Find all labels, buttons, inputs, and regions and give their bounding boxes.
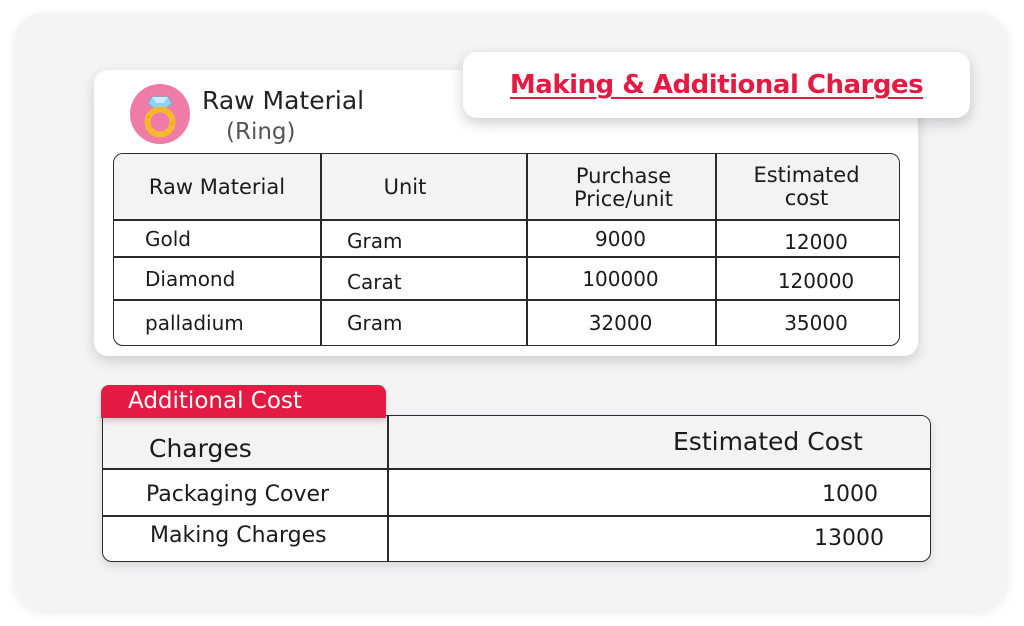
- header-charges: Charges: [149, 434, 252, 463]
- header-raw-material: Raw Material: [148, 175, 286, 199]
- cell-estimated: 12000: [784, 230, 848, 254]
- raw-material-subtitle: (Ring): [226, 119, 296, 145]
- cell-material: Gold: [145, 227, 191, 251]
- cell-unit: Carat: [347, 270, 402, 294]
- row-divider: [114, 256, 899, 258]
- cell-charge: Making Charges: [150, 523, 327, 548]
- header-unit: Unit: [383, 175, 427, 199]
- column-divider: [387, 416, 389, 561]
- cell-charge: Packaging Cover: [146, 482, 330, 507]
- column-divider: [526, 154, 528, 345]
- table-header-background: [114, 154, 899, 219]
- additional-cost-label[interactable]: Additional Cost: [128, 388, 302, 414]
- cell-estimated: 35000: [784, 311, 848, 335]
- cell-unit: Gram: [347, 311, 403, 335]
- cell-cost: 1000: [822, 482, 878, 507]
- raw-material-title: Raw Material: [202, 86, 365, 115]
- making-charges-title[interactable]: Making & Additional Charges: [509, 70, 924, 100]
- row-divider: [103, 468, 930, 470]
- cell-material: palladium: [145, 311, 244, 335]
- cell-unit: Gram: [347, 229, 403, 253]
- additional-cost-table: Charges Estimated Cost Packaging Cover 1…: [102, 415, 931, 562]
- table-header-background: [103, 416, 930, 468]
- cell-price: 100000: [582, 267, 659, 291]
- additional-cost-tab[interactable]: Additional Cost: [101, 385, 386, 418]
- column-divider: [320, 154, 322, 345]
- ring-icon: [130, 84, 190, 144]
- row-divider: [114, 299, 899, 301]
- raw-material-table: Raw Material Unit Purchase Price/unit Es…: [113, 153, 900, 346]
- header-estimated-cost: Estimated cost: [753, 163, 860, 210]
- cell-material: Diamond: [145, 267, 236, 291]
- header-purchase-price: Purchase Price/unit: [574, 164, 673, 211]
- row-divider: [103, 515, 930, 517]
- cell-estimated: 120000: [777, 269, 855, 293]
- column-divider: [715, 154, 717, 345]
- cell-price: 32000: [588, 311, 653, 335]
- row-divider: [114, 219, 899, 221]
- header-estimated-cost: Estimated Cost: [673, 427, 863, 456]
- cell-cost: 13000: [814, 526, 884, 551]
- cell-price: 9000: [595, 227, 646, 251]
- making-charges-banner[interactable]: Making & Additional Charges: [463, 52, 970, 118]
